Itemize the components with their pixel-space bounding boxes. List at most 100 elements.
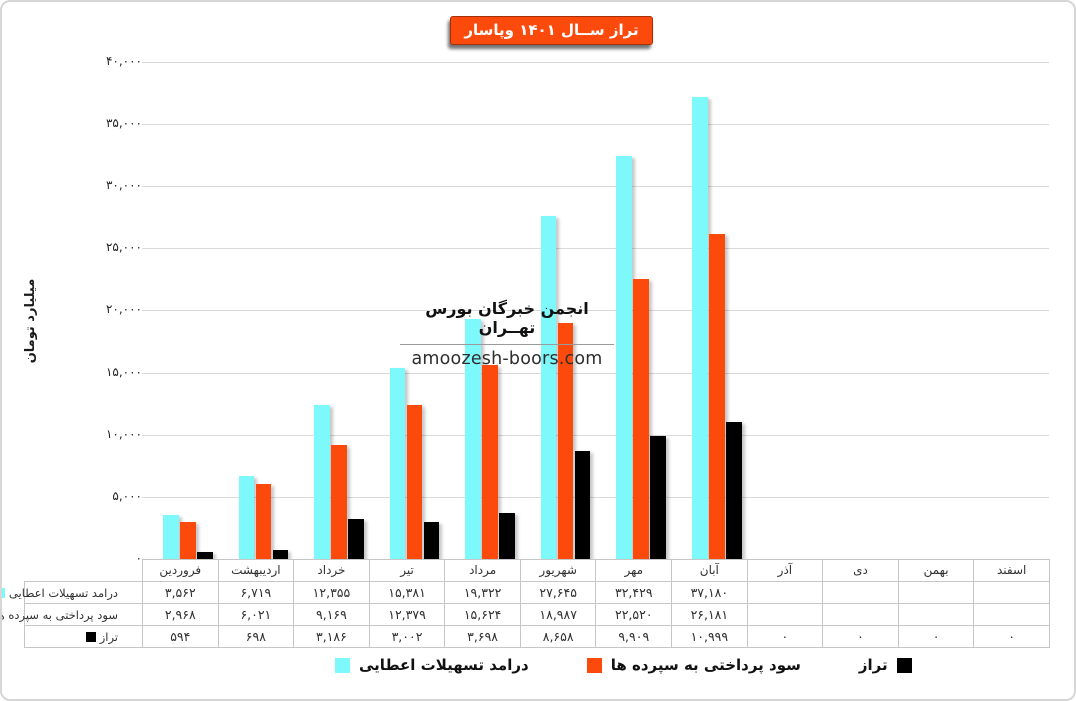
table-value-cell: ۲۶,۱۸۱ — [672, 604, 748, 626]
gridline — [142, 186, 1049, 188]
table-value-cell: ۱۹,۳۲۲ — [445, 582, 521, 604]
bar-interest — [180, 522, 196, 559]
gridline — [142, 124, 1049, 126]
table-value-cell: ۰ — [974, 626, 1050, 648]
gridline — [142, 248, 1049, 250]
y-tick-label: ۳۵,۰۰۰ — [105, 116, 142, 131]
legend-swatch-interest — [586, 657, 602, 673]
table-value-cell — [747, 582, 824, 604]
month-header-cell: مرداد — [445, 560, 521, 582]
month-header-cell: اسفند — [974, 560, 1050, 582]
gridline — [142, 496, 1049, 498]
legend-label-balance: تراز — [858, 656, 888, 674]
bar-interest — [709, 234, 725, 559]
table-value-cell: ۱۲,۳۵۵ — [294, 582, 370, 604]
table-value-cell — [823, 604, 899, 626]
bar-balance — [348, 519, 364, 559]
table-value-cell: ۲۲,۵۲۰ — [596, 604, 673, 626]
bar-balance — [650, 436, 666, 559]
table-value-cell: ۳,۵۶۲ — [143, 582, 219, 604]
table-value-cell: ۹,۱۶۹ — [294, 604, 370, 626]
table-value-cell: ۳,۰۰۲ — [369, 626, 446, 648]
month-header-cell: فروردین — [143, 560, 219, 582]
table-value-cell: ۱۸,۹۸۷ — [520, 604, 597, 626]
table-value-cell: ۶۹۸ — [218, 626, 295, 648]
table-row-label: تراز — [25, 626, 142, 648]
bar-interest — [557, 323, 574, 559]
legend-swatch-income — [335, 657, 350, 673]
table-value-cell: ۳۷,۱۸۰ — [672, 582, 748, 604]
bar-balance — [197, 552, 213, 559]
bar-income — [238, 476, 255, 559]
watermark-text-fa: انجمن خبرگان بورس تهــران — [425, 299, 589, 337]
bar-interest — [633, 279, 649, 559]
table-row-label: سود پرداختی به سپرده ها — [2, 604, 142, 626]
table-value-cell — [898, 582, 975, 604]
row-label-text: تراز — [99, 629, 118, 644]
bar-balance — [499, 513, 515, 559]
row-label-swatch — [2, 587, 5, 598]
y-tick-label: ۵,۰۰۰ — [112, 488, 142, 503]
table-value-cell: ۹,۹۰۹ — [596, 626, 673, 648]
table-value-cell: ۳,۶۹۸ — [445, 626, 521, 648]
watermark-divider — [400, 344, 614, 345]
row-label-swatch — [85, 631, 96, 642]
table-value-cell: ۰ — [747, 626, 824, 648]
month-header-cell: دی — [823, 560, 899, 582]
gridline — [142, 372, 1049, 374]
bar-interest — [406, 405, 423, 559]
bar-income — [540, 216, 557, 559]
row-label-text: درامد تسهیلات اعطایی — [8, 585, 118, 600]
y-tick-label: ۲۰,۰۰۰ — [105, 302, 142, 317]
y-tick-label: ۴۰,۰۰۰ — [105, 54, 142, 68]
data-table: فروردین اردیبهشت خرداد تیر مرداد شهریور مهر آبا… — [142, 559, 1050, 648]
legend-label-income: درامد تسهیلات اعطایی — [359, 656, 529, 674]
table-value-cell — [898, 604, 975, 626]
table-value-cell: ۲۷,۶۴۵ — [520, 582, 597, 604]
bar-income — [616, 156, 632, 559]
table-value-cell: ۵۹۴ — [143, 626, 219, 648]
month-header-cell: تیر — [369, 560, 446, 582]
bar-income — [163, 515, 179, 559]
table-value-cell: ۸,۶۵۸ — [520, 626, 597, 648]
y-tick-label: ۱۰,۰۰۰ — [105, 426, 142, 441]
y-tick-label: ۰ — [135, 550, 142, 565]
y-axis-title: میلیارد تومان — [23, 278, 38, 364]
table-value-cell — [747, 604, 824, 626]
bar-interest — [331, 445, 347, 559]
bar-balance — [423, 522, 440, 559]
row-label-text: سود پرداختی به سپرده ها — [0, 607, 118, 622]
bar-income — [314, 405, 330, 559]
month-header-cell: خرداد — [294, 560, 370, 582]
table-value-cell: ۱۰,۹۹۹ — [672, 626, 748, 648]
table-value-cell: ۶,۰۲۱ — [218, 604, 295, 626]
table-value-cell: ۰ — [823, 626, 899, 648]
legend: درامد تسهیلات اعطایی سود پرداختی به سپرد… — [335, 656, 912, 674]
legend-swatch-balance — [896, 657, 912, 673]
y-tick-label: ۳۰,۰۰۰ — [105, 178, 142, 193]
table-value-cell — [974, 604, 1050, 626]
table-value-cell: ۱۵,۶۲۴ — [445, 604, 521, 626]
table-value-cell: ۶,۷۱۹ — [218, 582, 295, 604]
month-header-cell: بهمن — [898, 560, 975, 582]
bar-income — [465, 319, 481, 559]
bar-interest — [482, 365, 498, 559]
bar-interest — [255, 484, 272, 559]
month-header-cell: شهریور — [520, 560, 597, 582]
table-value-cell: ۱۲,۳۷۹ — [369, 604, 446, 626]
watermark-url: amoozesh-boors.com — [411, 349, 603, 369]
table-value-cell: ۲,۹۶۸ — [143, 604, 219, 626]
table-row-label: درامد تسهیلات اعطایی — [2, 582, 142, 604]
bar-income — [692, 97, 708, 559]
gridline — [142, 310, 1049, 312]
table-value-cell — [823, 582, 899, 604]
table-value-cell: ۳,۱۸۶ — [294, 626, 370, 648]
table-value-cell — [974, 582, 1050, 604]
watermark: انجمن خبرگان بورس تهــران amoozesh-boors… — [400, 299, 614, 369]
data-table-row-labels: درامد تسهیلات اعطایی سود پرداختی به سپرده… — [2, 581, 142, 648]
legend-label-interest: سود پرداختی به سپرده ها — [610, 656, 801, 674]
bar-balance — [726, 422, 742, 559]
bar-income — [389, 368, 406, 559]
y-tick-label: ۲۵,۰۰۰ — [105, 240, 142, 255]
